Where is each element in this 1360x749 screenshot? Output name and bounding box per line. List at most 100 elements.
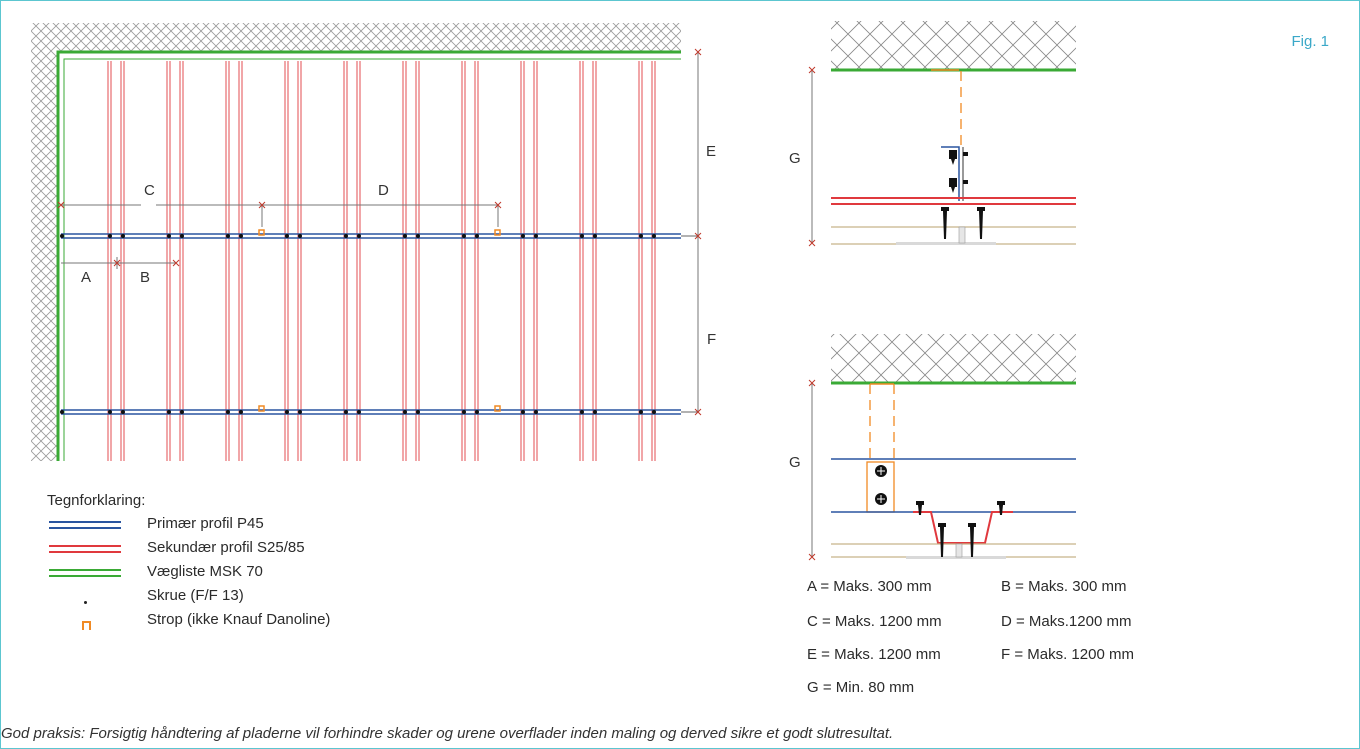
screw-dot: [639, 234, 643, 238]
legend-item-wall-angle: Vægliste MSK 70: [49, 563, 429, 585]
label-f: F: [707, 331, 716, 348]
screw-dot: [403, 234, 407, 238]
strap-markers: [258, 229, 501, 412]
dimension-c: C = Maks. 1200 mm: [807, 613, 942, 630]
strap-icon: [82, 621, 91, 630]
screw-dot: [285, 410, 289, 414]
screw-markers: [60, 234, 656, 414]
label-e: E: [706, 143, 716, 160]
footer-note: God praksis: Forsigtig håndtering af pla…: [1, 725, 894, 742]
screw-dot: [239, 234, 243, 238]
secondary-profile: [402, 61, 420, 461]
screw-dot: [416, 410, 420, 414]
secondary-profile: [284, 61, 302, 461]
label-c: C: [144, 182, 155, 199]
screw-dot: [167, 410, 171, 414]
double-line-icon: [49, 521, 121, 529]
screw-dot: [108, 234, 112, 238]
secondary-profile: [166, 61, 184, 461]
secondary-profile: [638, 61, 656, 461]
dimension-f: F = Maks. 1200 mm: [1001, 646, 1134, 663]
label-d: D: [378, 182, 389, 199]
screw-dot: [285, 234, 289, 238]
screw-dot: [180, 234, 184, 238]
bracket-screws: [949, 150, 968, 193]
wall-angle-msk70: [56, 50, 681, 461]
dot-icon: [84, 601, 87, 604]
wall-hatch-top: [31, 23, 681, 53]
screw-dot: [475, 234, 479, 238]
primary-profile-top: [61, 233, 698, 239]
screw-dot: [298, 410, 302, 414]
screw-dot: [521, 410, 525, 414]
legend-title: Tegnforklaring:: [47, 492, 146, 509]
screw-dot: [344, 410, 348, 414]
plan-dimension-lines: [61, 52, 699, 412]
secondary-profile: [520, 61, 538, 461]
secondary-hat-profile: [913, 511, 1013, 544]
screw-dot: [357, 234, 361, 238]
screw-dot: [60, 410, 64, 414]
screw-dot: [534, 410, 538, 414]
screw-dot: [403, 410, 407, 414]
slab-hatch-top: [831, 21, 1076, 69]
clip-screws: [916, 501, 1005, 515]
screw-dot: [521, 234, 525, 238]
screw-dot: [652, 234, 656, 238]
secondary-profiles: [107, 61, 656, 461]
section-view-top: G: [789, 21, 1076, 247]
screw-dot: [593, 234, 597, 238]
legend-label: Vægliste MSK 70: [147, 563, 263, 580]
screw-dot: [167, 234, 171, 238]
primary-profile-bottom: [61, 409, 698, 415]
dimension-b: B = Maks. 300 mm: [1001, 578, 1127, 595]
screw-dot: [239, 410, 243, 414]
dimension-e: E = Maks. 1200 mm: [807, 646, 941, 663]
hanger-bolts: [875, 465, 887, 505]
screw-dot: [639, 410, 643, 414]
screw-dot: [357, 410, 361, 414]
screw-dot: [226, 234, 230, 238]
secondary-profile: [461, 61, 479, 461]
screw-dot: [121, 410, 125, 414]
legend-item-primary: Primær profil P45: [49, 515, 429, 537]
screw-dot: [60, 234, 64, 238]
screw-dot: [226, 410, 230, 414]
screw-dot: [416, 234, 420, 238]
screw-dot: [593, 410, 597, 414]
screw-dot: [652, 410, 656, 414]
screw-dot: [298, 234, 302, 238]
legend-label: Primær profil P45: [147, 515, 264, 532]
slab-hatch-bottom: [831, 334, 1076, 382]
label-a: A: [81, 269, 91, 286]
screw-dot: [462, 410, 466, 414]
secondary-profile: [579, 61, 597, 461]
legend-item-secondary: Sekundær profil S25/85: [49, 539, 429, 561]
label-g-top: G: [789, 150, 801, 167]
legend-item-screw: Skrue (F/F 13): [49, 587, 429, 609]
double-line-icon: [49, 569, 121, 577]
label-b: B: [140, 269, 150, 286]
secondary-profile: [343, 61, 361, 461]
screw-dot: [462, 234, 466, 238]
plan-view: C D A B E F: [31, 23, 716, 461]
legend-label: Sekundær profil S25/85: [147, 539, 305, 556]
figure-number: Fig. 1: [1291, 33, 1329, 50]
secondary-profile: [107, 61, 125, 461]
screw-dot: [344, 234, 348, 238]
double-line-icon: [49, 545, 121, 553]
screw-dot: [121, 234, 125, 238]
screw-dot: [534, 234, 538, 238]
screw-dot: [475, 410, 479, 414]
dimension-g: G = Min. 80 mm: [807, 679, 915, 696]
legend-label: Skrue (F/F 13): [147, 587, 244, 604]
legend-label: Strop (ikke Knauf Danoline): [147, 611, 331, 628]
legend-item-strap: Strop (ikke Knauf Danoline): [49, 611, 429, 633]
screw-dot: [108, 410, 112, 414]
dimension-ticks: [57, 48, 702, 416]
panel-screws-top: [941, 207, 985, 239]
panel-screws-bottom: [938, 523, 976, 557]
section-view-bottom: G: [789, 334, 1076, 561]
